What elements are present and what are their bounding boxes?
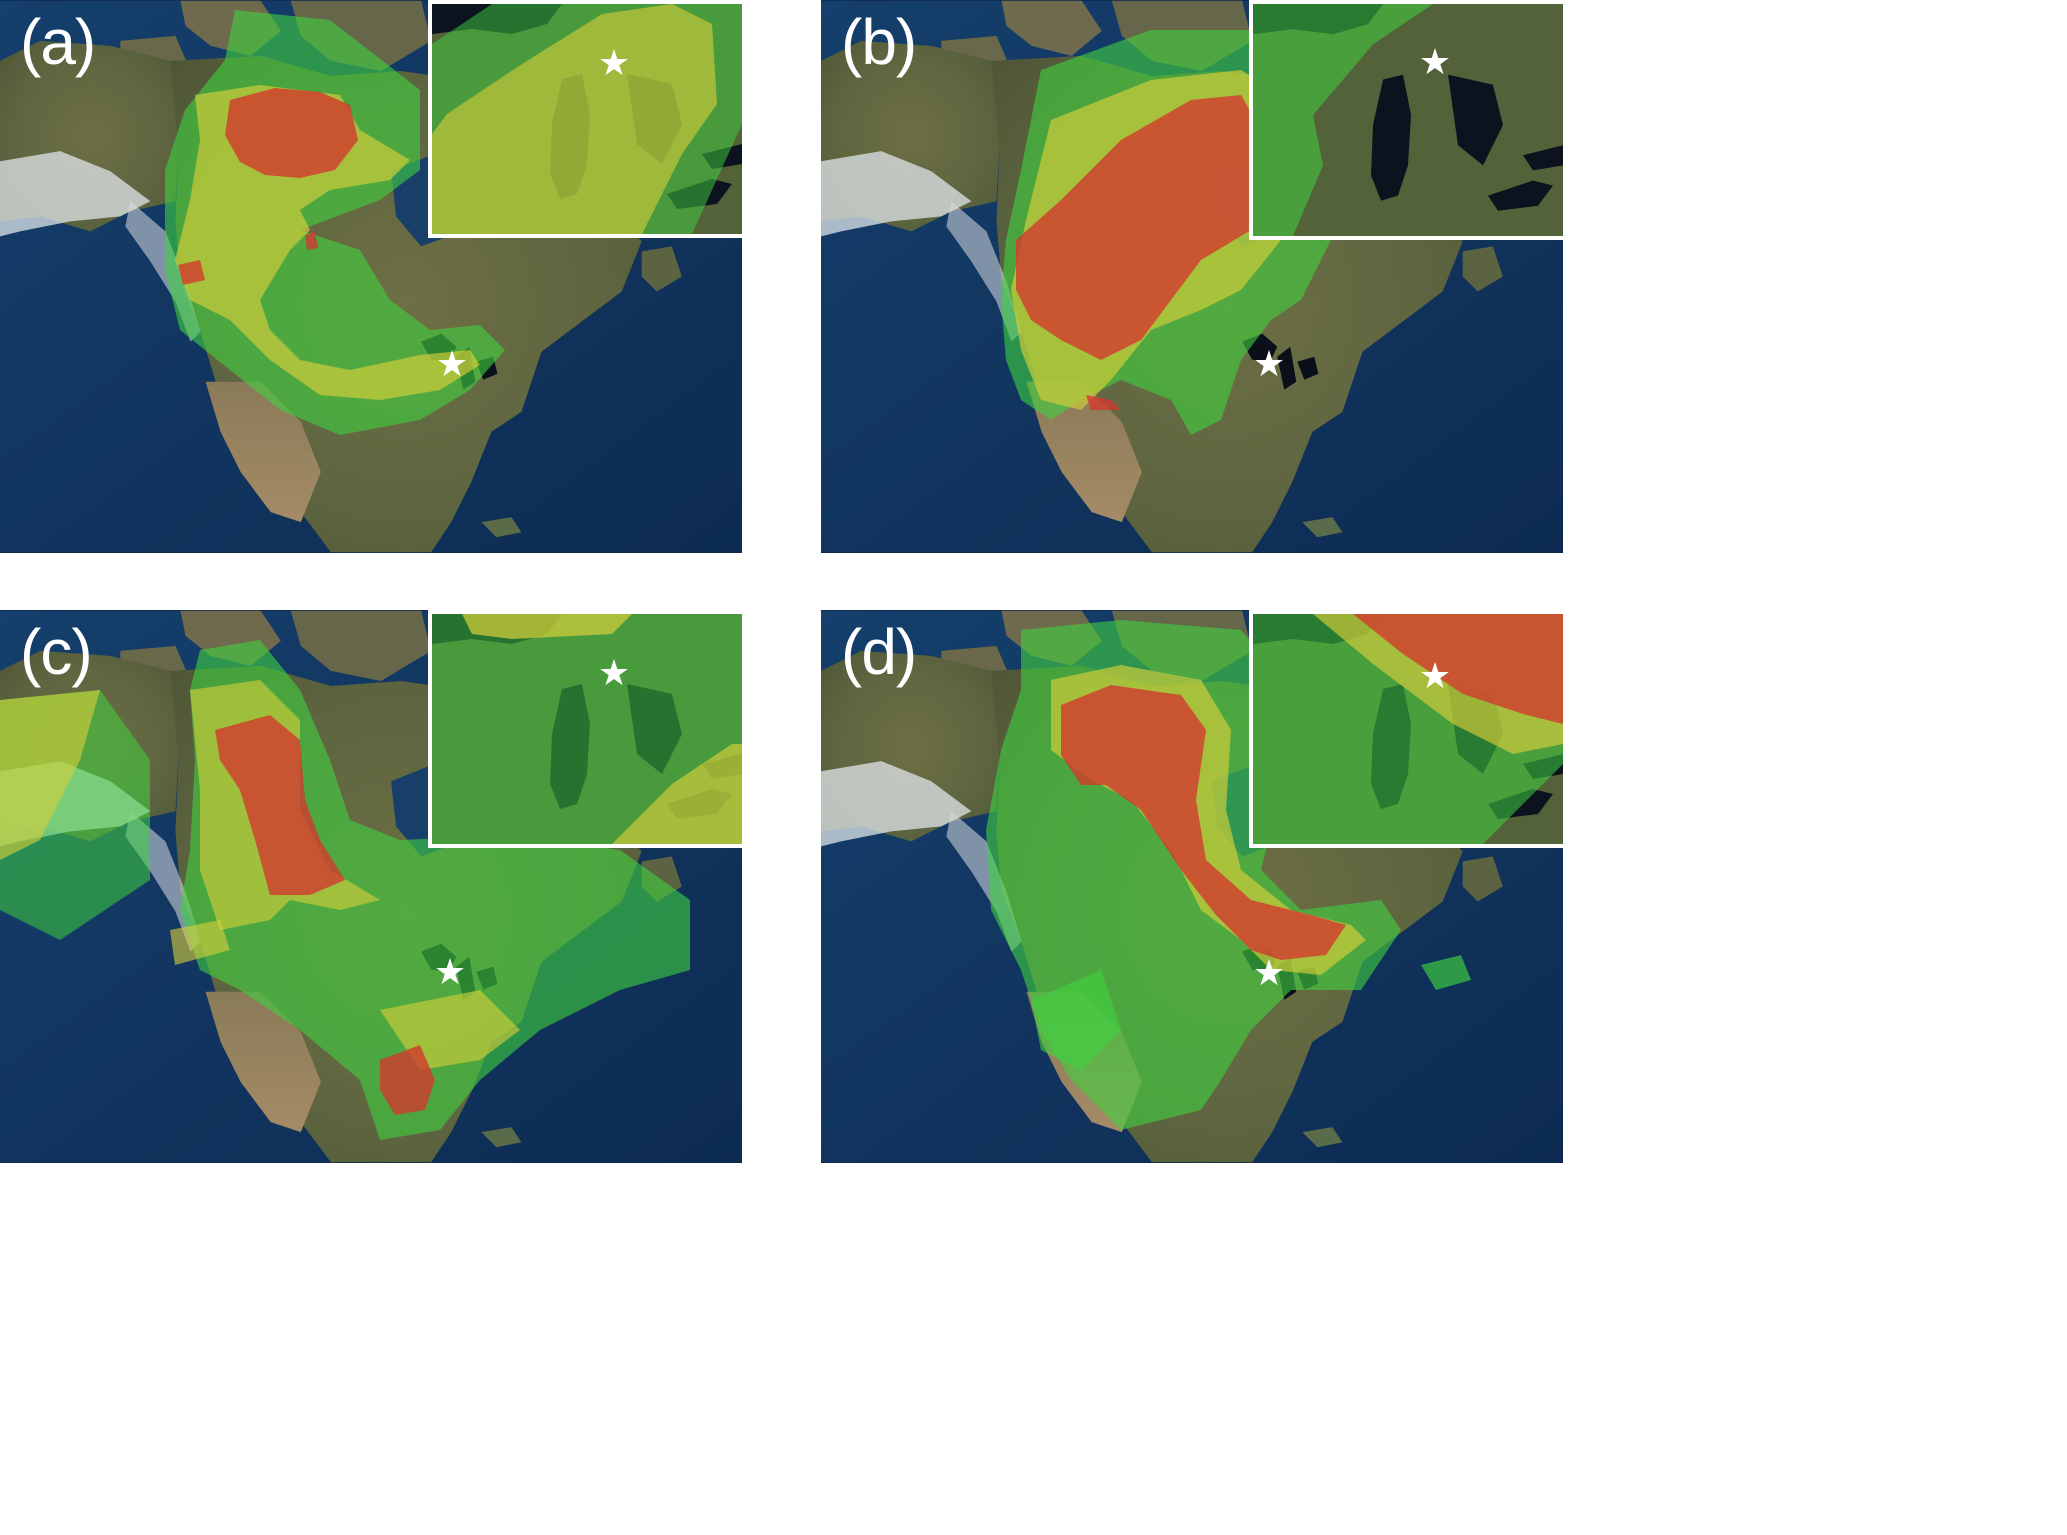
region-yellow-c-west	[0, 690, 100, 860]
panel-label-a: (a)	[20, 6, 96, 78]
panel-label-d: (d)	[841, 616, 917, 688]
region-red-small-a2	[305, 232, 318, 250]
map-panel-b: ★ ★ (b)	[821, 0, 1563, 553]
inset-great-lakes-d	[1249, 610, 1563, 848]
map-panel-d: ★ ★ (d)	[821, 610, 1563, 1163]
star-icon-a: ★	[435, 344, 469, 385]
region-green-c	[180, 640, 690, 1140]
inset-great-lakes-b	[1249, 0, 1563, 240]
basemap-d	[821, 610, 1563, 1163]
basemap-c	[0, 610, 742, 1163]
region-green-d-sw	[1031, 970, 1121, 1070]
panel-label-b: (b)	[841, 6, 917, 78]
star-icon-d: ★	[1252, 953, 1286, 994]
map-panel-c: ★ ★ (c)	[0, 610, 742, 1163]
region-red-b	[1016, 95, 1261, 360]
region-yellow-c-tiny	[170, 920, 230, 965]
star-icon-c: ★	[433, 952, 467, 993]
inset-great-lakes-c	[428, 610, 742, 848]
region-red-c	[215, 715, 345, 895]
map-panel-a: ★ ★ (a)	[0, 0, 742, 553]
region-red-small-b	[1086, 395, 1121, 410]
region-red-c-south	[380, 1045, 435, 1115]
region-red-small-a	[178, 260, 205, 285]
inset-great-lakes-a	[428, 0, 742, 238]
star-icon-b: ★	[1252, 344, 1286, 385]
region-red-d	[1061, 685, 1346, 960]
region-green-d-se	[1421, 955, 1471, 990]
region-red-a	[225, 88, 358, 178]
star-icon-inset-d: ★	[1418, 656, 1452, 697]
star-icon-inset-c: ★	[597, 653, 631, 694]
panel-label-c: (c)	[20, 616, 93, 688]
basemap-a	[0, 0, 742, 553]
star-icon-inset-a: ★	[597, 43, 631, 84]
star-icon-inset-b: ★	[1418, 42, 1452, 83]
